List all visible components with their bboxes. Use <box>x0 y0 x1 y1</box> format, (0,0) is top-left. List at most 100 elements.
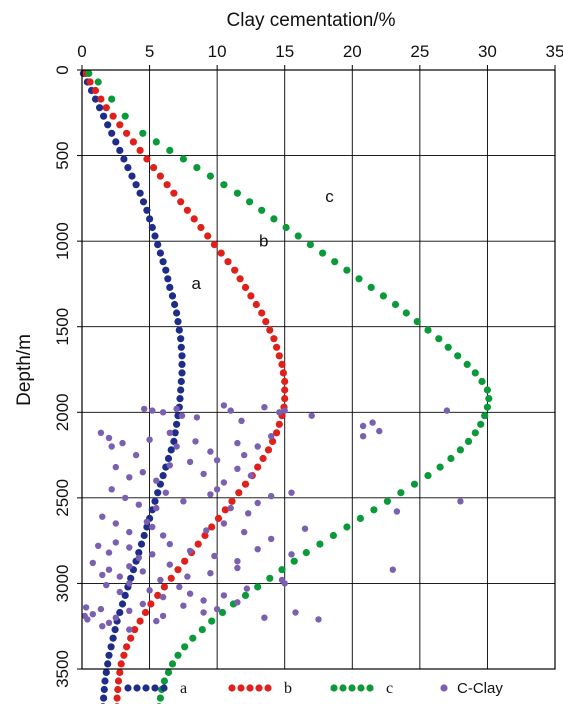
legend-swatch-dot <box>151 684 159 692</box>
series-c-point <box>94 78 102 86</box>
series-clay-point <box>245 510 252 517</box>
series-clay-point <box>126 626 133 633</box>
series-clay-point <box>159 612 167 620</box>
series-c-point <box>294 232 302 240</box>
series-clay-point <box>157 576 164 584</box>
series-b-point <box>208 523 216 531</box>
legend-swatch-dot <box>357 684 365 692</box>
series-b-point <box>167 574 175 582</box>
series-b-point <box>113 694 121 702</box>
legend-label: C-Clay <box>457 680 503 697</box>
series-b-point <box>254 463 262 471</box>
series-a-point <box>127 574 135 582</box>
series-clay-point <box>95 542 102 549</box>
series-a-point <box>104 660 112 668</box>
series-b-point <box>214 514 223 523</box>
series-c-point <box>139 129 147 137</box>
series-clay-point <box>359 422 367 430</box>
series-c-point <box>410 480 419 488</box>
series-a-point <box>143 206 151 214</box>
legend-label: c <box>386 680 393 697</box>
y-tick-label: 3000 <box>53 565 72 603</box>
series-c-point <box>413 318 421 326</box>
series-clay-point <box>162 489 169 496</box>
series-a-point <box>124 164 132 172</box>
series-a-point <box>148 223 156 232</box>
series-c-point <box>397 489 405 497</box>
series-b-point <box>273 429 281 437</box>
series-b-point <box>102 104 110 112</box>
x-tick-label: 5 <box>145 42 154 61</box>
series-c-point <box>179 155 187 163</box>
series-clay-point <box>112 614 120 621</box>
y-tick-label: 2500 <box>53 479 72 517</box>
series-b-point <box>97 95 105 103</box>
series-b-point <box>143 155 151 163</box>
series-a-point <box>178 369 186 377</box>
series-clay-point <box>89 611 97 618</box>
series-c-point <box>218 608 227 617</box>
series-clay-point <box>103 581 110 589</box>
y-tick-label: 1000 <box>53 222 72 260</box>
series-clay-point <box>112 539 120 546</box>
series-c-point <box>481 412 489 420</box>
series-a-point <box>137 540 146 548</box>
series-clay-point <box>254 499 261 507</box>
series-c-point <box>355 275 363 283</box>
series-clay-point <box>166 429 173 436</box>
series-a-point <box>116 608 124 617</box>
series-c-point <box>164 668 173 677</box>
series-a-point <box>164 275 172 283</box>
series-c-point <box>198 626 206 634</box>
legend-label: a <box>180 680 187 697</box>
series-clay-point <box>234 465 241 472</box>
series-a-point <box>100 694 108 702</box>
legend-swatch-dot <box>246 684 254 692</box>
series-clay-point <box>99 571 106 579</box>
series-clay-point <box>149 551 156 558</box>
series-clay-point <box>200 597 207 604</box>
series-b-point <box>262 318 270 326</box>
legend-item-clay: C-Clay <box>440 680 503 697</box>
legend-swatch-dot <box>133 684 141 692</box>
series-clay-point <box>153 477 160 484</box>
series-clay-point <box>211 552 218 560</box>
series-clay-point <box>99 513 106 520</box>
series-c-point <box>160 677 168 685</box>
series-clay-point <box>132 451 140 459</box>
series-b-point <box>241 283 250 291</box>
series-c-point <box>435 335 443 343</box>
series-a-point <box>154 489 162 497</box>
series-b-point <box>258 309 266 317</box>
series-clay-point <box>184 573 191 580</box>
series-b-point <box>117 660 125 668</box>
series-clay-point <box>139 568 146 575</box>
series-clay-point <box>281 580 288 587</box>
series-clay-point <box>176 583 183 591</box>
series-clay-point <box>105 566 113 573</box>
series-clay-point <box>97 605 105 613</box>
series-b-point <box>127 634 135 642</box>
series-clay-point <box>276 409 283 416</box>
series-a-point <box>166 283 174 291</box>
series-a-point <box>176 395 184 403</box>
series-clay-point <box>227 407 234 414</box>
series-a-point <box>170 437 178 445</box>
plot-frame <box>81 69 556 670</box>
series-c-point <box>241 591 250 600</box>
series-b-point <box>241 480 250 488</box>
series-clay-point <box>288 489 295 496</box>
series-clay-point <box>108 443 115 450</box>
curve-label-c: c <box>325 187 334 206</box>
series-clay-point <box>213 605 221 613</box>
series-a-point <box>104 121 112 129</box>
series-b-point <box>194 540 202 548</box>
series-a-point <box>120 155 128 163</box>
series-clay-point <box>105 434 113 442</box>
series-a-point <box>159 258 167 266</box>
series-clay-point <box>369 419 376 426</box>
series-c-point <box>402 309 410 317</box>
series-c-point <box>383 497 391 505</box>
series-clay-point <box>234 564 241 572</box>
